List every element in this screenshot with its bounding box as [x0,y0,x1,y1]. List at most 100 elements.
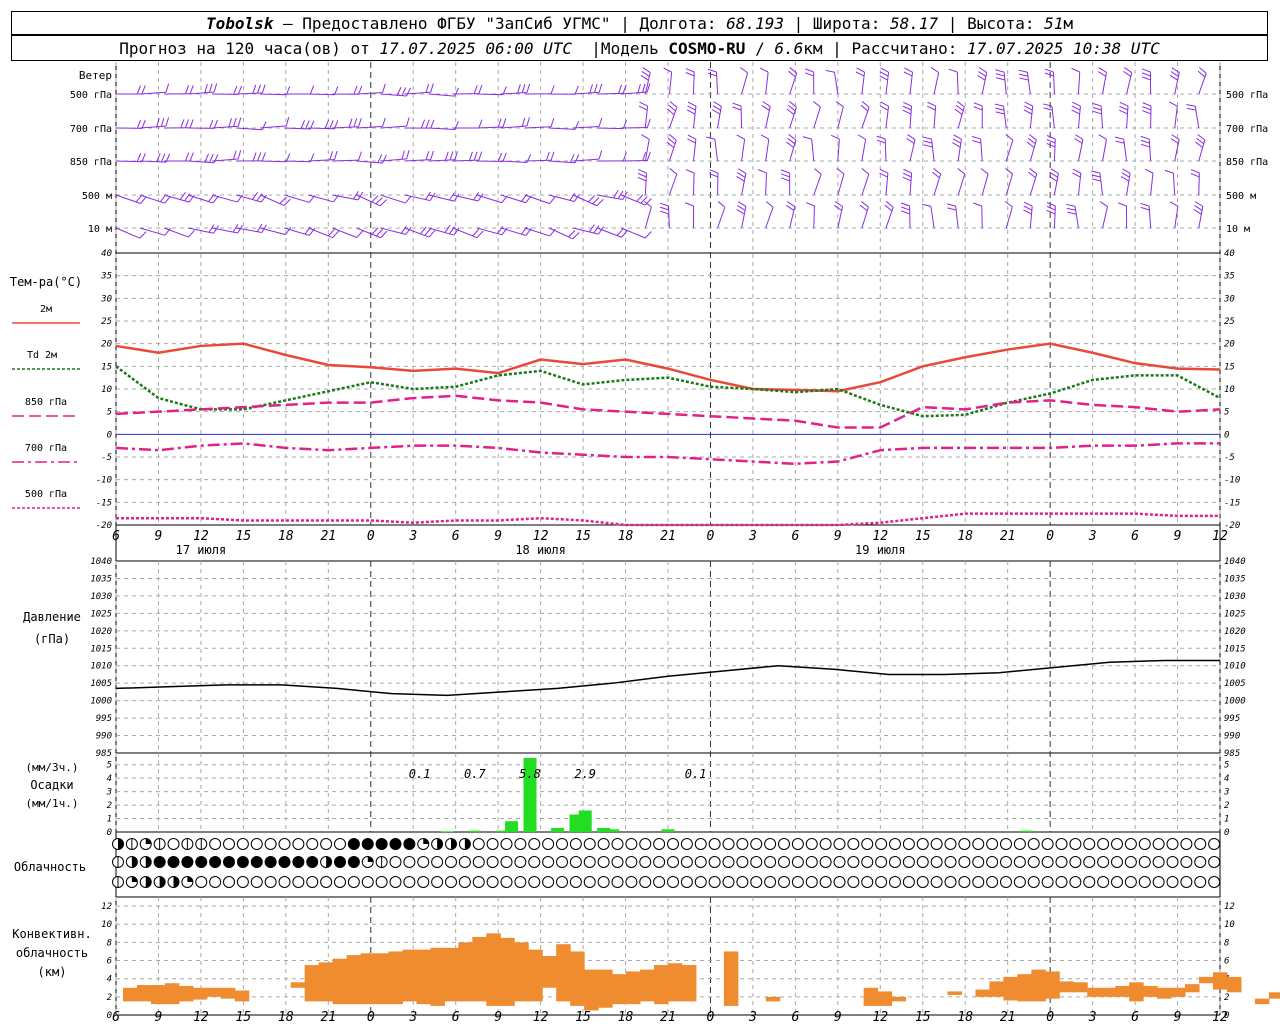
cloud-symbol [930,876,943,888]
wind-barb-flag [141,153,146,162]
cloud-symbol [916,838,929,850]
temp-ytick-right: -10 [1224,476,1240,486]
wind-barb-flag [1050,168,1059,174]
wind-barb [621,194,652,206]
wind-barb-flag [285,227,292,235]
wind-barb [404,191,436,202]
cloud-symbol [944,876,957,888]
wind-barb [332,85,363,95]
cloud-symbol [264,876,277,888]
wind-barb-flag [1091,170,1101,174]
wind-barb [212,117,242,129]
cloud-symbol-circle [278,876,291,888]
model-res-sep: / [755,38,765,58]
wind-level-label-left: 500 м [82,191,112,202]
cloud-symbol [1013,876,1026,888]
cloud-symbol-circle [1041,838,1054,850]
wind-barb-flag [209,119,214,129]
cloud-symbol [1194,856,1207,868]
wind-barb-flag [907,134,916,140]
wind-barb-shaft [428,93,455,97]
wind-barb-flag [550,151,555,161]
wind-barb-flag [1121,172,1130,178]
wind-barb [1092,102,1104,129]
conv-bar [416,949,431,1005]
cloud-symbol-circle [264,838,277,850]
wind-barb-flag [285,117,290,126]
wind-barb [786,134,797,162]
press-ytick-right: 1035 [1224,574,1246,584]
conv-bar [528,949,543,1002]
wind-barb [879,67,890,95]
wind-level-label-left: 10 м [88,224,112,235]
wind-barb-shaft [885,72,890,95]
hour-tick-label-top: 15 [236,529,252,544]
wind-barb-shaft [356,125,383,129]
cloud-symbol-circle [944,876,957,888]
cloud-symbol [1180,856,1193,868]
wind-barb-flag [1169,74,1178,81]
wind-barb-flag [232,224,239,233]
wind-barb-flag [165,153,171,163]
cloud-symbol-circle [764,876,777,888]
cloud-symbol [403,856,416,868]
wind-barb-shaft [1099,173,1104,196]
conv-bar [654,965,669,1005]
wind-barb [687,134,697,162]
wind-barb [709,169,719,196]
wind-barb-flag [334,120,339,129]
wind-barb-shaft [260,160,287,163]
cloud-symbol [112,838,124,850]
cloud-symbol-circle [236,838,249,850]
wind-barb-flag [1140,202,1150,207]
wind-barb-flag [789,101,797,108]
wind-barb-flag [358,151,362,161]
wind-barb-flag [236,194,244,203]
wind-barb [308,194,340,203]
wind-barb [884,201,894,229]
wind-barb-shaft [668,107,678,129]
cloud-symbol-circle [334,876,346,888]
cloud-symbol-circle [986,838,999,850]
conv-bar [723,951,739,1006]
wind-barb [621,118,651,129]
day-label: 17 июля [176,543,227,557]
time-axis: 6699121215151818212100336699121215151818… [112,529,1228,1024]
wind-barb-shaft [140,160,167,163]
cloud-symbol [486,876,499,888]
hour-tick-label-bottom: 21 [320,1010,336,1024]
cloud-symbol [389,856,402,868]
wind-barb-flag [497,118,502,128]
cloud-symbol-circle [223,876,235,888]
wind-barb [930,67,940,95]
wind-barb-flag [184,85,190,94]
conv-ytick-left: 6 [107,957,112,967]
wind-barb [380,86,411,97]
cloud-symbol-circle [833,876,846,888]
wind-barb [115,194,147,204]
hour-tick-label-top: 3 [1088,529,1097,544]
wind-barb-shaft [981,72,988,95]
wind-barb-flag [761,105,770,111]
wind-barb-shaft [1077,139,1084,162]
cloud-symbol [250,876,263,888]
wind-barb-flag [1142,110,1152,115]
cloud-symbol-circle [694,838,707,850]
wind-barb-flag [973,102,983,107]
cloud-symbol-circle [1152,838,1165,850]
cloud-symbol-circle [1180,856,1193,868]
cloud-symbol [1152,838,1165,850]
cloud-symbol-circle [1055,856,1068,868]
press-ytick-left: 1025 [90,609,112,619]
wind-barb-flag [955,104,964,112]
wind-barb-flag [469,151,473,161]
cloud-symbol-circle [528,856,541,868]
wind-barb-flag [900,202,910,207]
wind-barb-flag [520,193,528,202]
wind-barb-shaft [644,106,649,129]
wind-barb-flag [836,168,845,175]
press-ytick-left: 1000 [90,697,112,707]
wind-barb [707,68,719,95]
wind-barb-shaft [308,127,335,130]
wind-barb-flag [419,226,427,235]
